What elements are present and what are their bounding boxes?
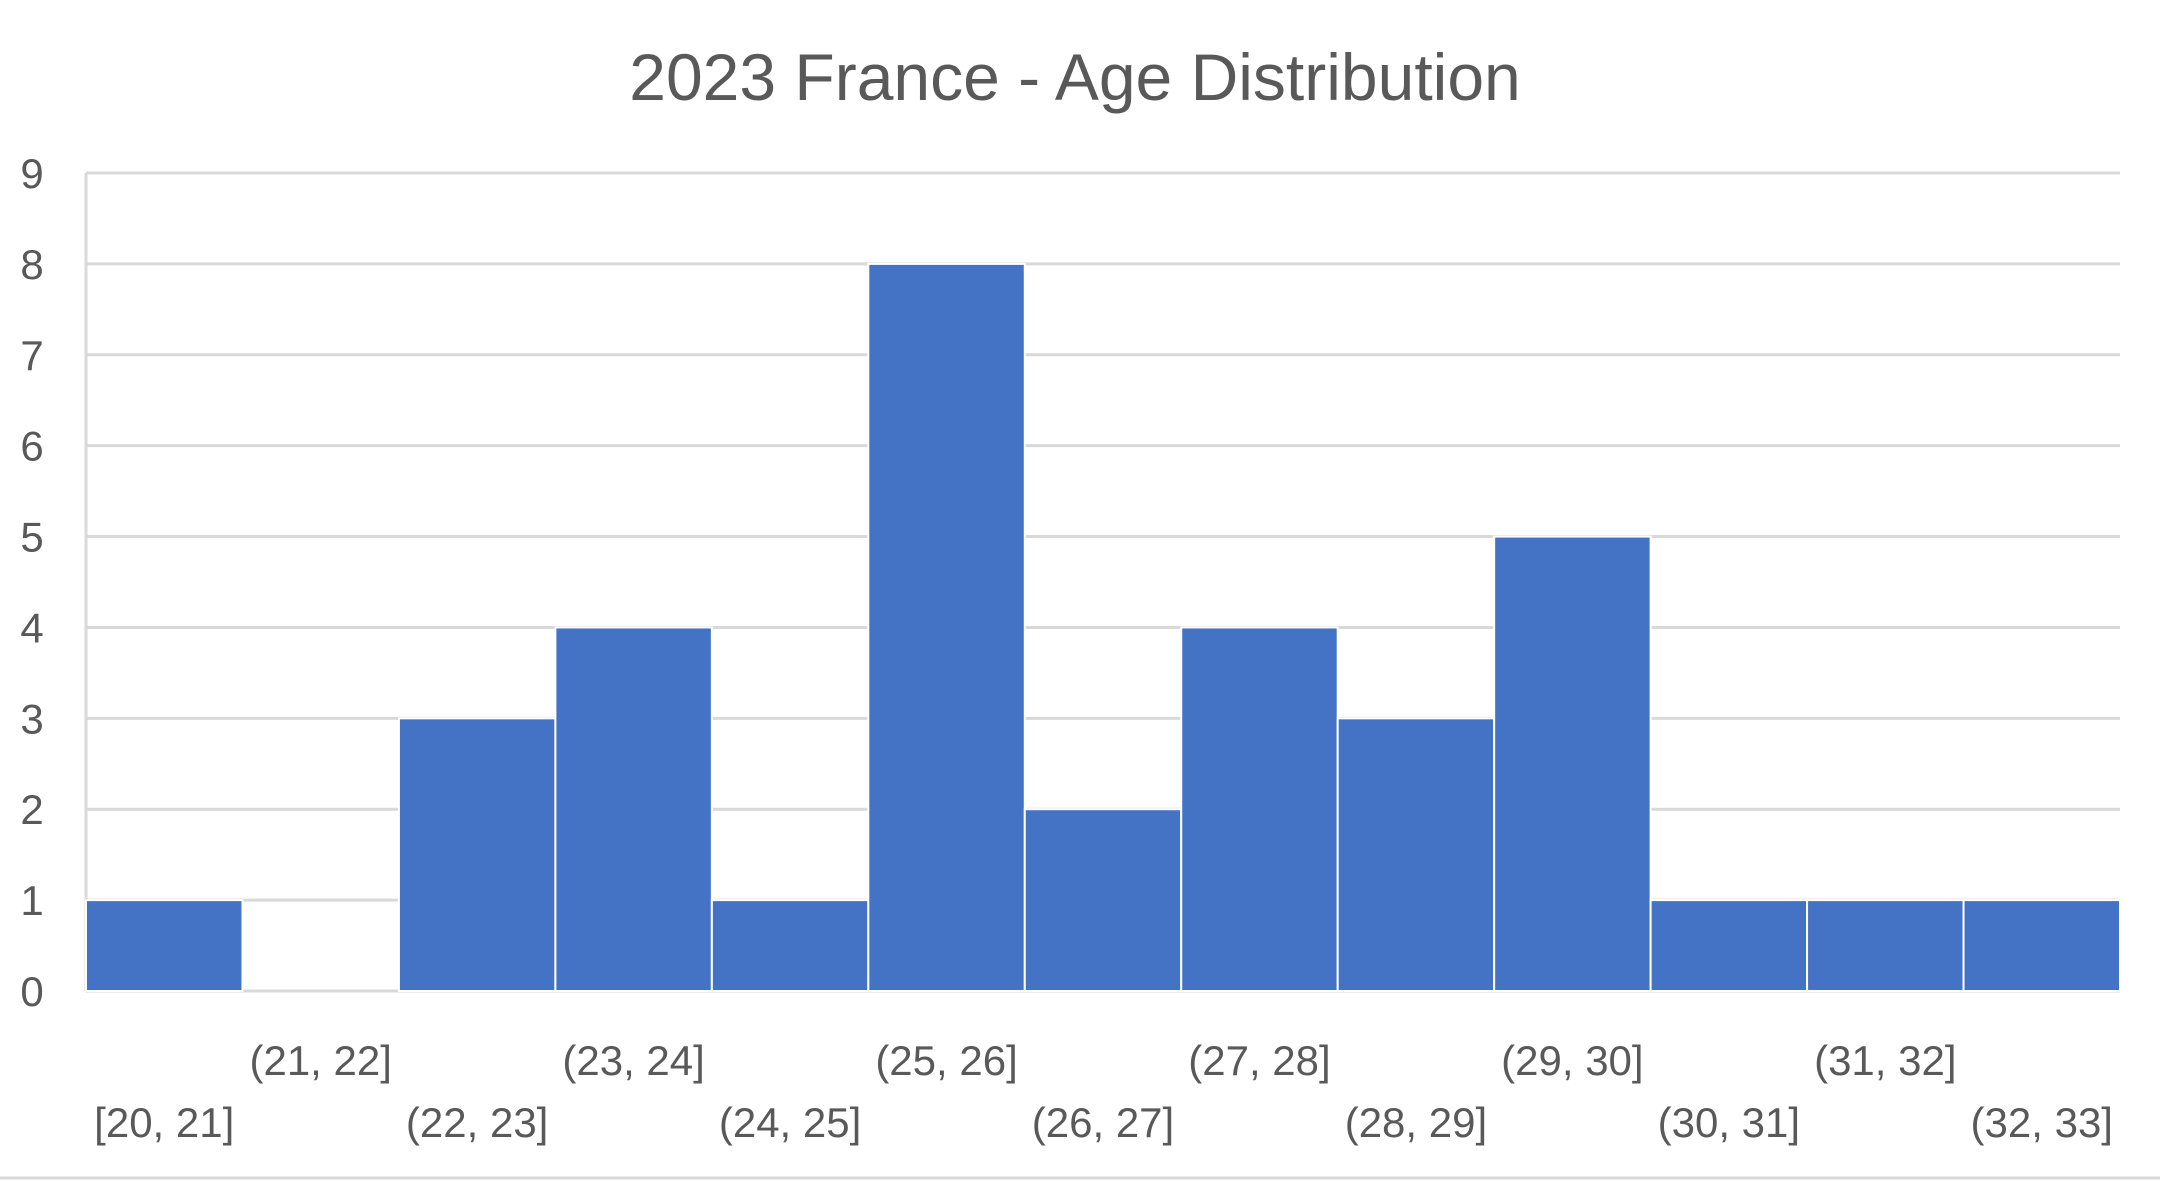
y-tick-label: 8: [20, 241, 43, 288]
bar-3: [554, 626, 713, 992]
y-axis-tick-labels: 0 1 2 3 4 5 6 7 8 9: [20, 150, 43, 1015]
y-tick-label: 0: [20, 968, 43, 1015]
x-tick-label: (22, 23]: [406, 1099, 548, 1146]
y-tick-label: 2: [20, 786, 43, 833]
bars: [85, 262, 2121, 992]
bar-6: [1023, 808, 1183, 992]
y-tick-label: 4: [20, 604, 43, 651]
x-tick-label: (26, 27]: [1032, 1099, 1174, 1146]
y-tick-label: 9: [20, 150, 43, 197]
y-tick-label: 5: [20, 514, 43, 561]
x-tick-label: [20, 21]: [94, 1099, 234, 1146]
x-tick-label: (31, 32]: [1814, 1037, 1956, 1084]
x-tick-label: (21, 22]: [249, 1037, 391, 1084]
bar-11: [1806, 899, 1965, 992]
y-tick-label: 7: [20, 332, 43, 379]
x-tick-label: (25, 26]: [875, 1037, 1017, 1084]
bar-8: [1336, 717, 1496, 992]
x-tick-label: (27, 28]: [1188, 1037, 1330, 1084]
y-tick-label: 6: [20, 423, 43, 470]
x-tick-label: (24, 25]: [719, 1099, 861, 1146]
bar-2: [397, 717, 557, 992]
bar-12: [1962, 899, 2121, 992]
bar-5: [867, 262, 1026, 992]
chart-title: 2023 France - Age Distribution: [629, 40, 1520, 114]
y-tick-label: 1: [20, 877, 43, 924]
bar-9: [1493, 535, 1652, 992]
bar-4: [710, 899, 870, 992]
x-tick-label: (23, 24]: [562, 1037, 704, 1084]
x-tick-label: (30, 31]: [1658, 1099, 1800, 1146]
bar-7: [1180, 626, 1339, 992]
x-tick-label: (32, 33]: [1971, 1099, 2113, 1146]
x-tick-label: (29, 30]: [1501, 1037, 1643, 1084]
y-tick-label: 3: [20, 695, 43, 742]
grid-lines: [0, 171, 2160, 1180]
x-tick-label: (28, 29]: [1345, 1099, 1487, 1146]
x-axis-tick-labels: [20, 21] (21, 22] (22, 23] (23, 24] (24, 25]…: [94, 1037, 2113, 1146]
bar-0: [85, 899, 244, 992]
bar-10: [1649, 899, 1809, 992]
